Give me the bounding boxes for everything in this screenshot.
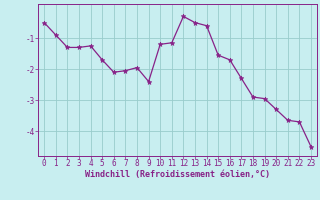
X-axis label: Windchill (Refroidissement éolien,°C): Windchill (Refroidissement éolien,°C) [85, 170, 270, 179]
